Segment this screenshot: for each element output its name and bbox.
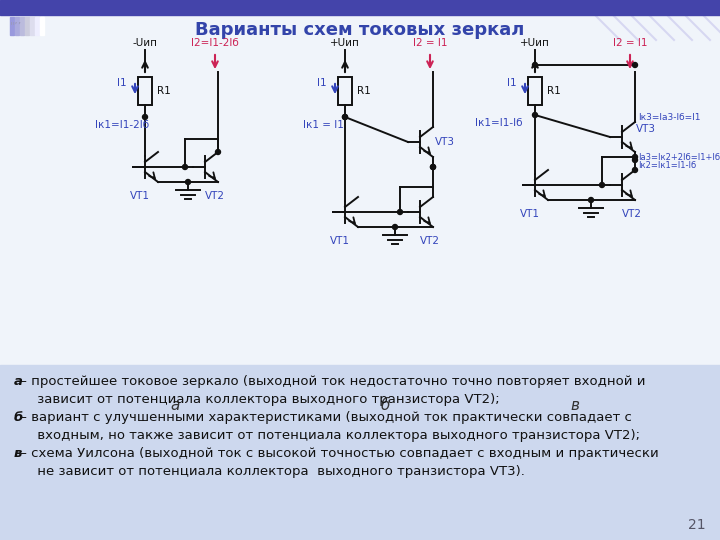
Bar bbox=[0, 0, 720, 365]
Text: а: а bbox=[171, 398, 180, 413]
Text: VT3: VT3 bbox=[636, 124, 656, 134]
Text: I2 = I1: I2 = I1 bbox=[613, 38, 647, 48]
Text: I1: I1 bbox=[318, 78, 327, 88]
Text: Ia3=Iк2+2Iб=I1+Iб: Ia3=Iк2+2Iб=I1+Iб bbox=[638, 153, 720, 163]
Bar bbox=[25, 17, 29, 35]
Circle shape bbox=[632, 167, 637, 172]
Circle shape bbox=[343, 114, 348, 119]
Text: VT2: VT2 bbox=[622, 209, 642, 219]
Bar bbox=[35, 17, 39, 35]
Bar bbox=[15, 17, 19, 35]
Text: I1: I1 bbox=[117, 78, 127, 88]
Text: R1: R1 bbox=[157, 86, 171, 96]
Bar bbox=[0, 0, 720, 15]
Circle shape bbox=[343, 114, 348, 119]
Circle shape bbox=[632, 63, 637, 68]
Text: +Uип: +Uип bbox=[330, 38, 360, 48]
Text: – простейшее токовое зеркало (выходной ток недостаточно точно повторяет входной : – простейшее токовое зеркало (выходной т… bbox=[16, 375, 646, 388]
Text: – вариант с улучшенными характеристиками (выходной ток практически совпадает с: – вариант с улучшенными характеристиками… bbox=[16, 411, 632, 424]
Text: Iк1 = I1: Iк1 = I1 bbox=[303, 120, 344, 130]
Bar bbox=[10, 17, 14, 35]
Bar bbox=[30, 17, 34, 35]
Bar bbox=[138, 77, 152, 105]
Circle shape bbox=[431, 165, 436, 170]
Text: Iк1=I1-Iб: Iк1=I1-Iб bbox=[475, 118, 523, 128]
Text: Варианты схем токовых зеркал: Варианты схем токовых зеркал bbox=[195, 21, 525, 39]
Circle shape bbox=[431, 165, 436, 170]
Text: а: а bbox=[14, 375, 23, 388]
Text: VT2: VT2 bbox=[205, 191, 225, 201]
Circle shape bbox=[632, 154, 637, 159]
Text: +Uип: +Uип bbox=[520, 38, 550, 48]
Text: VT3: VT3 bbox=[435, 137, 455, 147]
Text: б: б bbox=[14, 411, 23, 424]
Text: в: в bbox=[570, 398, 580, 413]
Text: I2 = I1: I2 = I1 bbox=[413, 38, 447, 48]
Circle shape bbox=[186, 179, 191, 185]
Text: R1: R1 bbox=[547, 86, 561, 96]
Text: "’’: "’’ bbox=[10, 21, 22, 31]
Text: входным, но также зависит от потенциала коллектора выходного транзистора VT2);: входным, но также зависит от потенциала … bbox=[16, 429, 640, 442]
Text: VT1: VT1 bbox=[330, 236, 350, 246]
Text: VT2: VT2 bbox=[420, 236, 440, 246]
Text: б: б bbox=[380, 398, 390, 413]
Text: в: в bbox=[14, 447, 22, 460]
Text: Iк3=Ia3-Iб=I1: Iк3=Ia3-Iб=I1 bbox=[638, 112, 701, 122]
Bar bbox=[338, 77, 352, 105]
Circle shape bbox=[632, 158, 637, 163]
Circle shape bbox=[588, 198, 593, 202]
Text: Iк1=I1-2Iб: Iк1=I1-2Iб bbox=[95, 120, 149, 130]
Text: – схема Уилсона (выходной ток с высокой точностью совпадает с входным и практиче: – схема Уилсона (выходной ток с высокой … bbox=[16, 447, 659, 460]
Text: зависит от потенциала коллектора выходного транзистора VT2);: зависит от потенциала коллектора выходно… bbox=[16, 393, 500, 406]
Bar bbox=[528, 77, 542, 105]
Circle shape bbox=[182, 165, 187, 170]
Text: I2=I1-2Iб: I2=I1-2Iб bbox=[191, 38, 239, 48]
Text: R1: R1 bbox=[357, 86, 371, 96]
Text: -Uип: -Uип bbox=[132, 38, 158, 48]
Circle shape bbox=[600, 183, 605, 187]
Circle shape bbox=[143, 114, 148, 119]
Bar bbox=[40, 17, 44, 35]
Circle shape bbox=[533, 112, 538, 118]
Text: VT1: VT1 bbox=[130, 191, 150, 201]
Circle shape bbox=[392, 225, 397, 230]
Bar bbox=[20, 17, 24, 35]
Circle shape bbox=[215, 150, 220, 154]
Text: 21: 21 bbox=[688, 518, 706, 532]
Text: VT1: VT1 bbox=[520, 209, 540, 219]
Circle shape bbox=[397, 210, 402, 214]
Circle shape bbox=[533, 63, 538, 68]
Text: Iк2=Iк1=I1-Iб: Iк2=Iк1=I1-Iб bbox=[638, 160, 696, 170]
Text: не зависит от потенциала коллектора  выходного транзистора VT3).: не зависит от потенциала коллектора выхо… bbox=[16, 465, 525, 478]
Text: I1: I1 bbox=[508, 78, 517, 88]
Bar bbox=[0, 365, 720, 540]
